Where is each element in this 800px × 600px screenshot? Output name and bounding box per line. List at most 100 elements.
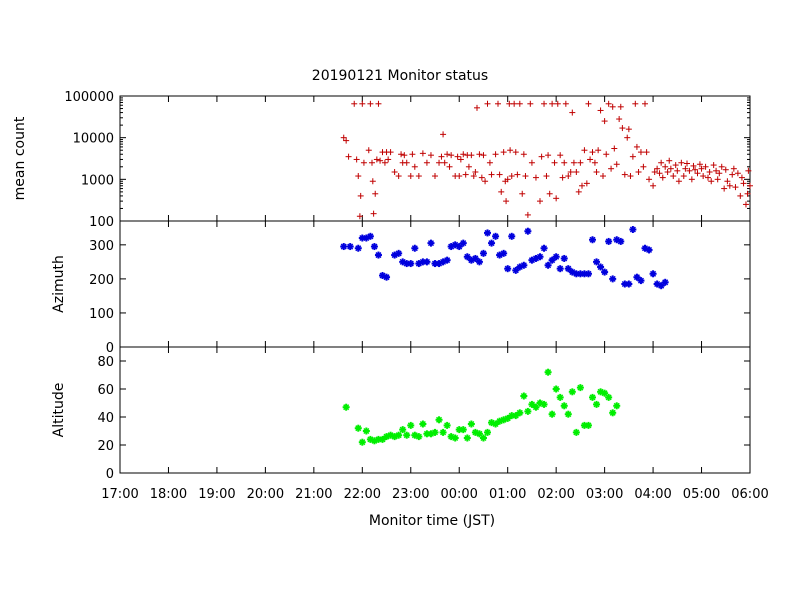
data-point bbox=[512, 266, 520, 274]
data-point bbox=[654, 165, 661, 172]
data-point bbox=[346, 243, 354, 251]
data-point bbox=[616, 116, 623, 123]
data-point bbox=[460, 151, 467, 158]
data-point bbox=[609, 409, 617, 417]
data-point bbox=[459, 239, 467, 247]
y-axis-title-altitude: Altitude bbox=[51, 383, 67, 438]
data-point bbox=[454, 153, 461, 160]
data-point bbox=[540, 244, 548, 252]
data-point bbox=[503, 198, 510, 205]
data-point bbox=[738, 174, 745, 181]
data-point bbox=[448, 152, 455, 159]
data-point bbox=[407, 173, 414, 180]
x-axis-title: Monitor time (JST) bbox=[369, 513, 495, 529]
data-point bbox=[415, 433, 423, 441]
data-point bbox=[498, 188, 505, 195]
data-point bbox=[522, 173, 529, 180]
data-point bbox=[427, 152, 434, 159]
data-point bbox=[593, 168, 600, 175]
data-point bbox=[457, 156, 464, 163]
data-point bbox=[544, 368, 552, 376]
data-point-diag bbox=[415, 433, 422, 440]
data-point-diag bbox=[557, 265, 564, 272]
data-point bbox=[745, 167, 752, 174]
data-point bbox=[684, 160, 690, 167]
data-point bbox=[536, 253, 544, 261]
data-point-diag bbox=[403, 432, 410, 439]
data-point bbox=[688, 176, 695, 183]
x-tick-label: 05:00 bbox=[683, 487, 720, 502]
data-point-diag bbox=[585, 270, 592, 277]
data-point bbox=[479, 249, 487, 257]
data-point bbox=[637, 149, 644, 156]
data-point bbox=[484, 100, 491, 107]
data-point-diag bbox=[536, 253, 544, 260]
data-point bbox=[511, 100, 518, 107]
data-point bbox=[423, 258, 431, 266]
data-point bbox=[678, 159, 685, 166]
data-point bbox=[356, 213, 363, 220]
series-mean-count bbox=[340, 100, 753, 220]
data-point bbox=[474, 104, 480, 111]
data-point bbox=[705, 174, 711, 181]
data-point bbox=[387, 149, 394, 156]
data-point-diag bbox=[480, 434, 487, 442]
data-point bbox=[729, 171, 736, 178]
data-point bbox=[551, 159, 558, 166]
data-point-diag bbox=[383, 274, 390, 281]
y-tick-label: 10000 bbox=[73, 132, 114, 147]
data-point-diag bbox=[609, 409, 616, 416]
data-point bbox=[467, 420, 475, 428]
data-point bbox=[734, 170, 741, 177]
data-point-diag bbox=[650, 270, 657, 277]
data-point bbox=[391, 168, 398, 175]
data-point bbox=[721, 185, 728, 192]
data-point-diag bbox=[355, 425, 362, 432]
data-point-diag bbox=[605, 394, 612, 401]
data-point bbox=[366, 232, 374, 240]
x-tick-labels: 17:00 18:00 19:00 20:00 21:00 22:00 23:00 00:00… bbox=[101, 487, 768, 502]
data-point-diag bbox=[605, 238, 612, 245]
data-point bbox=[472, 168, 479, 175]
data-point bbox=[395, 173, 402, 180]
data-point-diag bbox=[541, 245, 548, 252]
data-point bbox=[492, 232, 500, 240]
data-point bbox=[740, 180, 747, 187]
data-point bbox=[675, 178, 682, 185]
data-point-diag bbox=[440, 429, 447, 436]
data-point-diag bbox=[492, 420, 499, 428]
data-point bbox=[702, 163, 709, 170]
data-point bbox=[544, 261, 552, 269]
data-point bbox=[560, 254, 568, 262]
data-point-diag bbox=[340, 243, 347, 250]
data-point bbox=[383, 273, 391, 281]
data-point-diag bbox=[541, 401, 548, 408]
data-point bbox=[484, 428, 491, 436]
data-point bbox=[345, 153, 352, 160]
data-point-diag bbox=[573, 429, 580, 436]
x-tick-label: 21:00 bbox=[295, 487, 332, 502]
data-point bbox=[584, 421, 592, 429]
data-point bbox=[407, 421, 415, 429]
data-point-diag bbox=[536, 399, 544, 407]
series-azimuth bbox=[340, 226, 669, 290]
data-point bbox=[395, 431, 403, 439]
data-point bbox=[403, 431, 411, 439]
data-point-diag bbox=[427, 240, 434, 247]
y-tick-label: 80 bbox=[97, 355, 114, 370]
data-point bbox=[587, 156, 594, 163]
data-point bbox=[552, 385, 560, 393]
data-point-diag bbox=[395, 432, 402, 439]
data-point-diag bbox=[601, 269, 608, 276]
y-tick-label: 100 bbox=[89, 307, 114, 322]
data-point bbox=[528, 159, 535, 166]
data-point-diag bbox=[476, 258, 483, 265]
data-point bbox=[552, 253, 560, 261]
data-point-diag bbox=[646, 246, 653, 253]
data-point bbox=[670, 173, 677, 180]
data-point bbox=[640, 163, 647, 170]
data-point bbox=[611, 145, 618, 152]
data-point bbox=[369, 178, 376, 185]
data-point-diag bbox=[524, 228, 531, 235]
data-point bbox=[570, 159, 577, 166]
